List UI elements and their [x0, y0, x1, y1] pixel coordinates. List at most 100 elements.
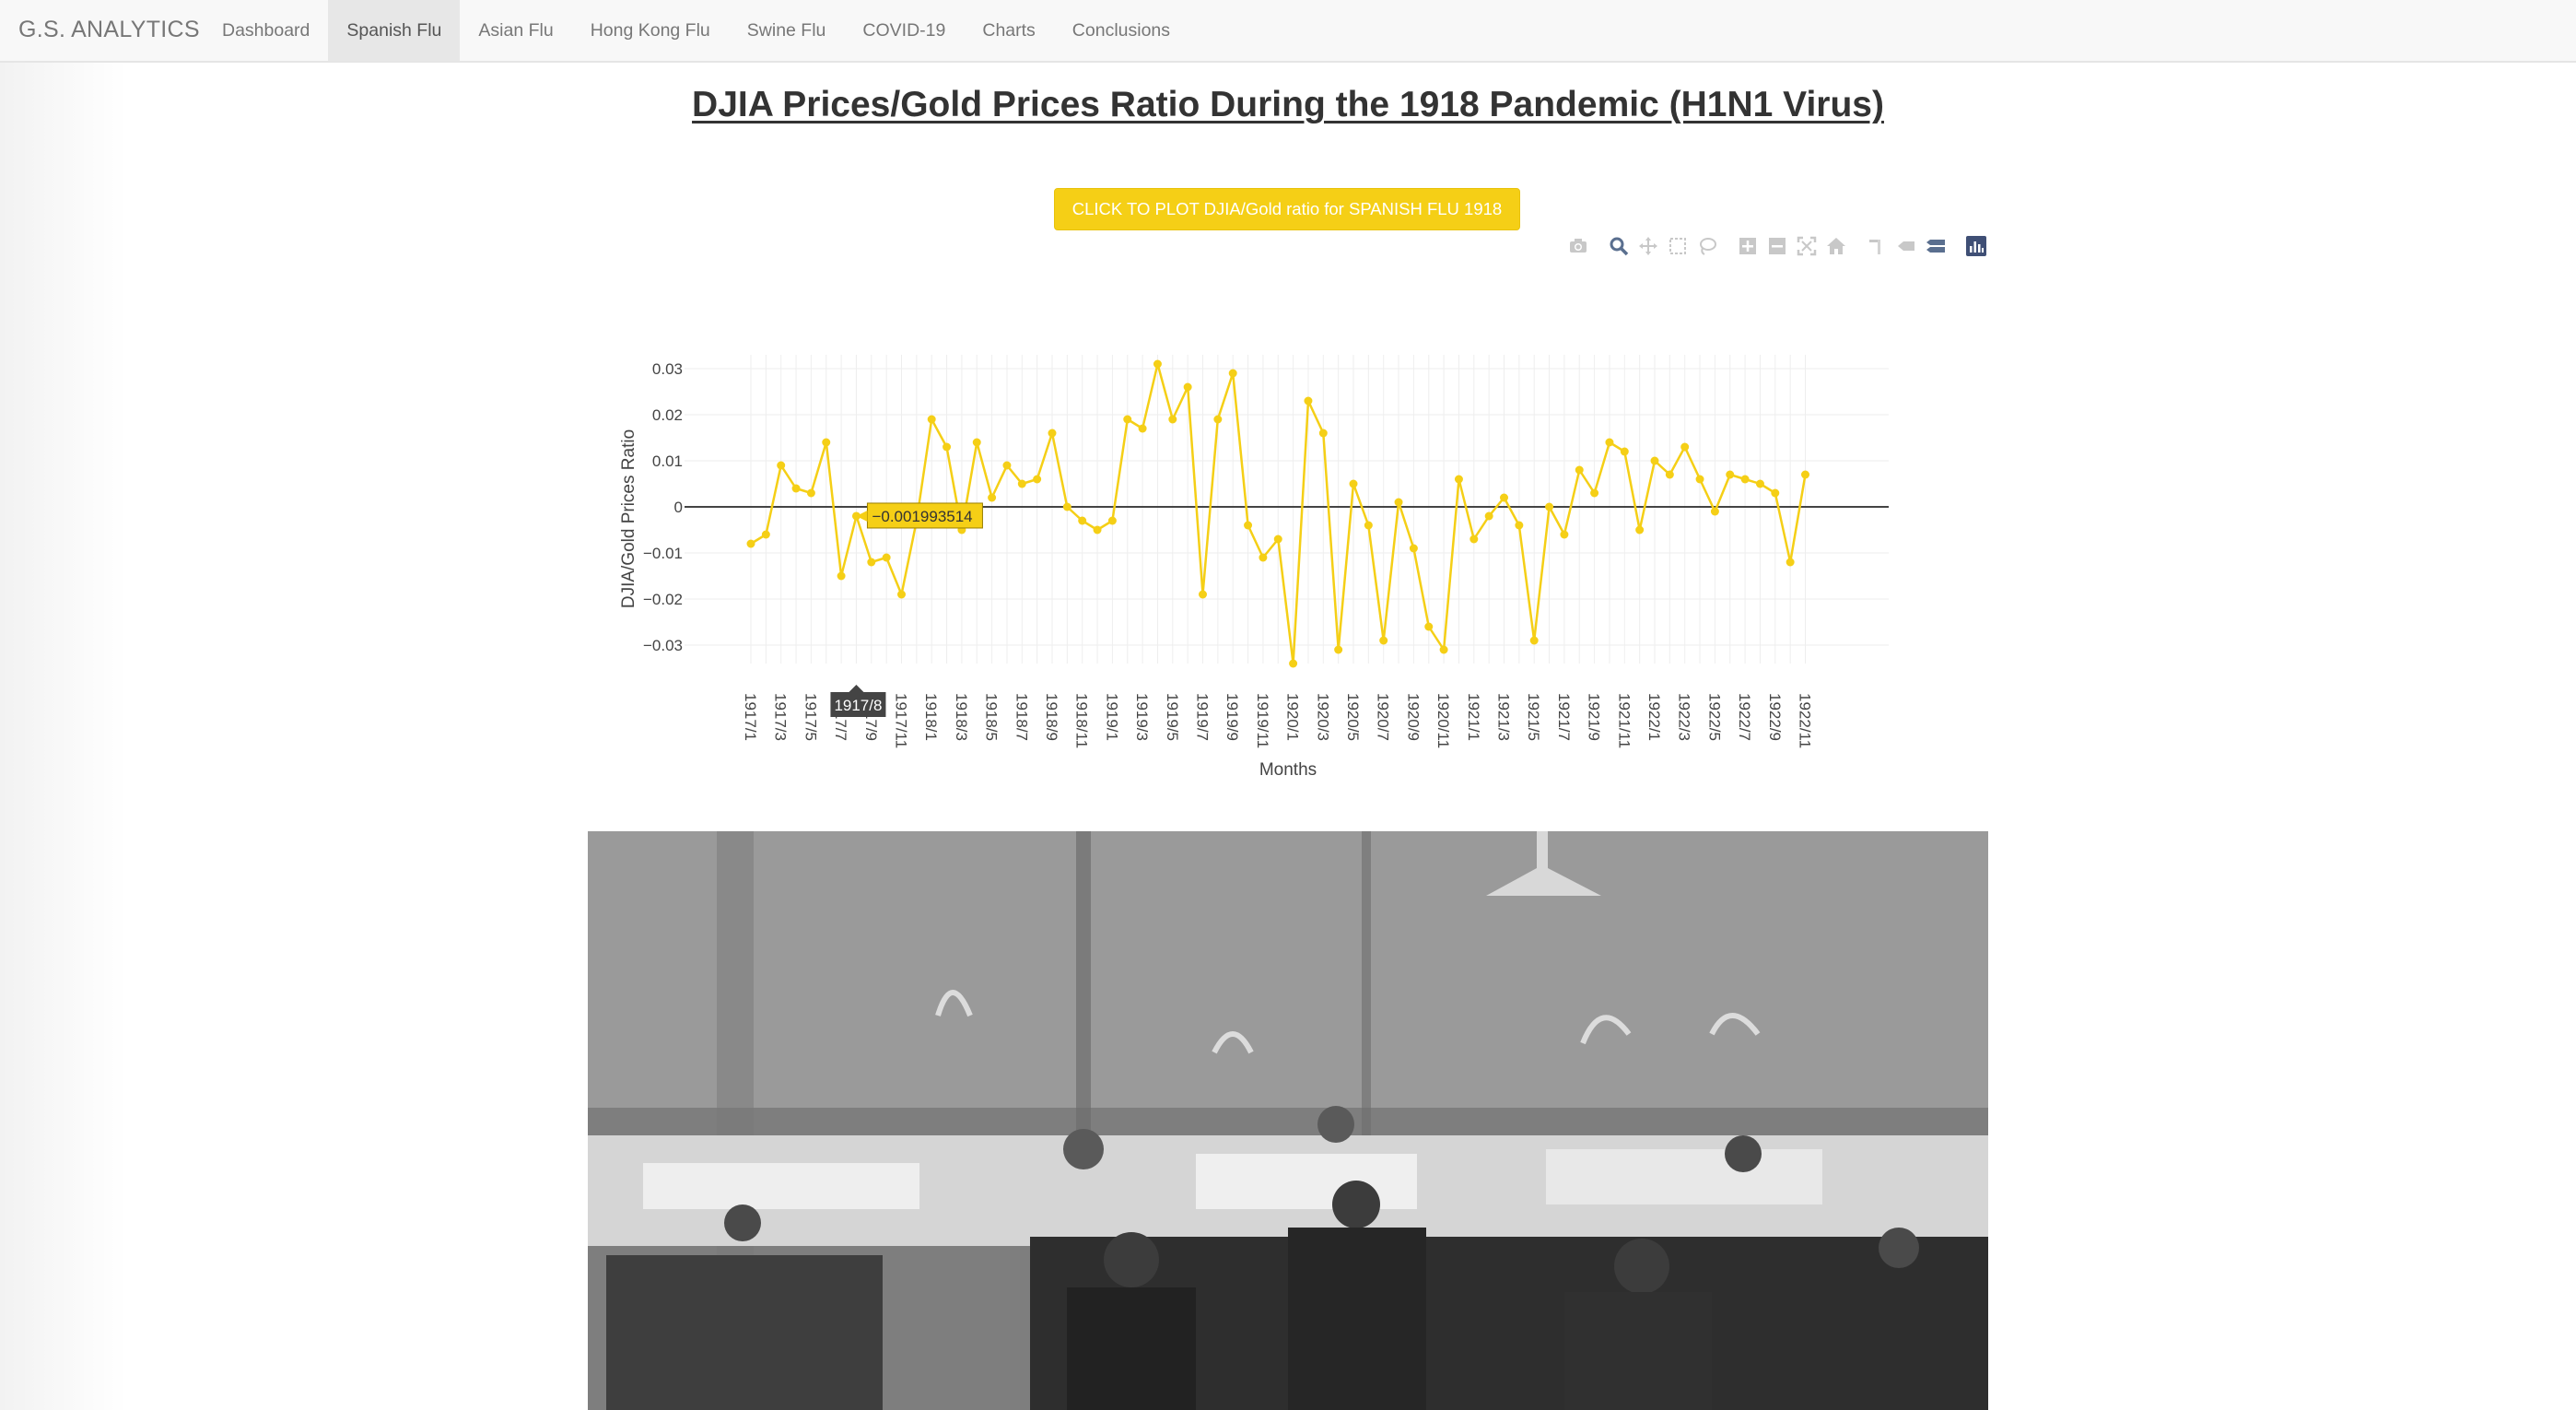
- data-point[interactable]: [1394, 498, 1403, 507]
- camera-icon[interactable]: [1566, 234, 1590, 258]
- data-point[interactable]: [1590, 488, 1599, 498]
- nav-item-dashboard[interactable]: Dashboard: [222, 20, 310, 41]
- autoscale-icon[interactable]: [1795, 234, 1819, 258]
- lasso-select-icon[interactable]: [1695, 234, 1719, 258]
- data-point[interactable]: [1771, 488, 1780, 498]
- data-point[interactable]: [1002, 461, 1012, 470]
- data-point[interactable]: [1500, 493, 1508, 502]
- data-point[interactable]: [867, 558, 876, 567]
- data-point[interactable]: [1138, 424, 1147, 433]
- data-point[interactable]: [822, 438, 831, 447]
- data-point[interactable]: [897, 590, 906, 599]
- data-point[interactable]: [972, 438, 981, 447]
- data-point[interactable]: [1168, 415, 1177, 424]
- data-point[interactable]: [1093, 525, 1102, 535]
- hover-compare-icon[interactable]: [1924, 234, 1948, 258]
- pan-icon[interactable]: [1636, 234, 1660, 258]
- x-tick-label: 1918/9: [1043, 693, 1060, 741]
- data-point[interactable]: [1529, 636, 1539, 645]
- data-point[interactable]: [1062, 502, 1071, 511]
- data-point[interactable]: [943, 442, 952, 452]
- hover-closest-icon[interactable]: [1894, 234, 1918, 258]
- x-tick-label: 1920/7: [1375, 693, 1392, 741]
- data-point[interactable]: [1273, 535, 1282, 544]
- nav-item-hong-kong-flu[interactable]: Hong Kong Flu: [590, 20, 710, 41]
- y-tick-label: 0.02: [652, 406, 683, 424]
- nav-item-conclusions[interactable]: Conclusions: [1071, 20, 1171, 41]
- data-point[interactable]: [746, 539, 755, 548]
- data-point[interactable]: [1107, 516, 1117, 525]
- data-point[interactable]: [988, 493, 997, 502]
- data-point[interactable]: [1199, 590, 1207, 599]
- spike-lines-icon[interactable]: [1865, 234, 1889, 258]
- x-tick-label: 1922/3: [1676, 693, 1693, 741]
- nav-item-spanish-flu[interactable]: Spanish Flu: [328, 0, 461, 61]
- data-point[interactable]: [1755, 479, 1764, 488]
- zoom-icon[interactable]: [1607, 234, 1631, 258]
- data-point[interactable]: [1680, 442, 1690, 452]
- data-point[interactable]: [1515, 521, 1524, 530]
- x-tick-label: 1921/1: [1465, 693, 1482, 741]
- brand-logo[interactable]: G.S. ANALYTICS: [18, 17, 200, 42]
- data-point[interactable]: [1665, 470, 1674, 479]
- data-point[interactable]: [1635, 525, 1645, 535]
- box-select-icon[interactable]: [1666, 234, 1690, 258]
- nav-item-swine-flu[interactable]: Swine Flu: [746, 20, 826, 41]
- data-point[interactable]: [1244, 521, 1253, 530]
- nav-item-charts[interactable]: Charts: [982, 20, 1036, 41]
- plotly-logo-icon[interactable]: [1964, 234, 1988, 258]
- nav-item-asian-flu[interactable]: Asian Flu: [478, 20, 554, 41]
- data-point[interactable]: [1304, 396, 1313, 405]
- data-point[interactable]: [1454, 475, 1463, 484]
- data-point[interactable]: [1078, 516, 1087, 525]
- data-point[interactable]: [1605, 438, 1614, 447]
- data-point[interactable]: [1484, 511, 1493, 521]
- data-point[interactable]: [1740, 475, 1750, 484]
- data-point[interactable]: [1545, 502, 1554, 511]
- data-point[interactable]: [927, 415, 936, 424]
- data-point[interactable]: [1153, 359, 1162, 369]
- data-point[interactable]: [1364, 521, 1373, 530]
- data-point[interactable]: [806, 488, 815, 498]
- data-point[interactable]: [1017, 479, 1026, 488]
- plot-button[interactable]: CLICK TO PLOT DJIA/Gold ratio for SPANIS…: [1054, 188, 1520, 230]
- data-point[interactable]: [1560, 530, 1569, 539]
- djia-gold-ratio-chart[interactable]: 0.03 0.02 0.01 0 −0.01 −0.02 −0.03 1917/1 1917/3…: [0, 0, 2576, 793]
- x-tick-label: 1921/3: [1495, 693, 1513, 741]
- x-tick-label: 1922/1: [1645, 693, 1663, 741]
- data-point[interactable]: [1228, 369, 1237, 378]
- data-point[interactable]: [1213, 415, 1223, 424]
- data-point[interactable]: [1726, 470, 1735, 479]
- data-point[interactable]: [1379, 636, 1388, 645]
- data-point[interactable]: [1123, 415, 1132, 424]
- data-point[interactable]: [1033, 475, 1042, 484]
- zoom-out-icon[interactable]: [1765, 234, 1789, 258]
- data-point[interactable]: [1424, 622, 1434, 631]
- data-point[interactable]: [1650, 456, 1659, 465]
- zoom-in-icon[interactable]: [1736, 234, 1760, 258]
- data-point[interactable]: [1318, 429, 1328, 438]
- data-point[interactable]: [1620, 447, 1629, 456]
- x-tick-label: 1918/3: [953, 693, 970, 741]
- data-point[interactable]: [791, 484, 801, 493]
- data-point[interactable]: [1801, 470, 1809, 479]
- data-point[interactable]: [1695, 475, 1704, 484]
- data-point[interactable]: [1259, 553, 1268, 562]
- data-point[interactable]: [1710, 507, 1719, 516]
- data-point[interactable]: [882, 553, 891, 562]
- data-point[interactable]: [777, 461, 786, 470]
- nav-item-covid-19[interactable]: COVID-19: [862, 20, 946, 41]
- data-point[interactable]: [761, 530, 770, 539]
- data-point[interactable]: [837, 571, 846, 581]
- data-point[interactable]: [1469, 535, 1479, 544]
- data-point[interactable]: [1575, 465, 1584, 475]
- data-point[interactable]: [1349, 479, 1358, 488]
- data-point[interactable]: [1409, 544, 1418, 553]
- data-point[interactable]: [1048, 429, 1057, 438]
- reset-axes-icon[interactable]: [1824, 234, 1848, 258]
- data-point[interactable]: [1439, 645, 1448, 654]
- data-point[interactable]: [1289, 659, 1298, 668]
- data-point[interactable]: [1334, 645, 1343, 654]
- data-point[interactable]: [1786, 558, 1795, 567]
- data-point[interactable]: [1183, 382, 1192, 392]
